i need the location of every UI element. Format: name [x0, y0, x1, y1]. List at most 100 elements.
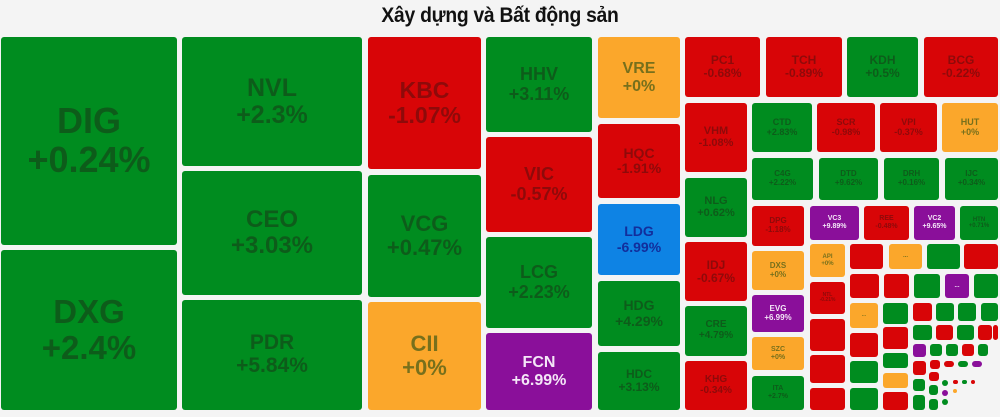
tile-small[interactable]: [942, 399, 948, 405]
tile-hut[interactable]: HUT +0%: [942, 103, 998, 152]
tile-small[interactable]: [962, 344, 974, 356]
tile-bcg[interactable]: BCG -0.22%: [924, 37, 998, 97]
tile-small[interactable]: [913, 379, 925, 391]
tile-small[interactable]: [964, 244, 998, 269]
tile-lcg[interactable]: LCG +2.23%: [486, 237, 592, 328]
tile-small[interactable]: [927, 244, 960, 269]
tile-small[interactable]: ...: [945, 274, 969, 298]
tile-szc[interactable]: SZC +0%: [752, 337, 804, 370]
tile-hdg[interactable]: HDG +4.29%: [598, 281, 680, 346]
tile-small[interactable]: [972, 361, 982, 367]
tile-small[interactable]: [946, 344, 958, 356]
tile-dxg[interactable]: DXG +2.4%: [1, 250, 177, 410]
tile-idj[interactable]: IDJ -0.67%: [685, 242, 747, 301]
tile-ijc[interactable]: IJC +0.34%: [945, 158, 998, 200]
tile-small[interactable]: [930, 344, 942, 356]
tile-small[interactable]: [929, 385, 938, 395]
tile-nlg[interactable]: NLG +0.62%: [685, 178, 747, 237]
tile-small[interactable]: [850, 244, 883, 269]
change: +2.22%: [768, 178, 797, 187]
tile-small[interactable]: [962, 380, 967, 384]
tile-vpi[interactable]: VPI -0.37%: [880, 103, 937, 152]
change: -0.21%: [819, 297, 836, 303]
tile-dpg[interactable]: DPG -1.18%: [752, 206, 804, 246]
tile-dtd[interactable]: DTD +9.62%: [819, 158, 878, 200]
tile-c4g[interactable]: C4G +2.22%: [752, 158, 813, 200]
tile-vic[interactable]: VIC -0.57%: [486, 137, 592, 232]
tile-small[interactable]: [913, 344, 926, 357]
tile-small[interactable]: [957, 325, 974, 340]
tile-small[interactable]: [953, 389, 957, 393]
tile-small[interactable]: [883, 392, 908, 410]
tile-small[interactable]: [850, 361, 878, 383]
tile-small[interactable]: [929, 372, 939, 381]
tile-small[interactable]: [944, 361, 954, 367]
tile-cii[interactable]: CII +0%: [368, 302, 481, 410]
tile-small-red-3[interactable]: [810, 388, 845, 410]
tile-vre[interactable]: VRE +0%: [598, 37, 680, 118]
tile-small[interactable]: [913, 325, 932, 340]
tile-evg[interactable]: EVG +6.99%: [752, 295, 804, 332]
tile-ldg[interactable]: LDG -6.99%: [598, 204, 680, 275]
tile-small[interactable]: [883, 327, 908, 349]
tile-small[interactable]: [958, 303, 976, 321]
tile-small[interactable]: [930, 360, 940, 369]
tile-drh[interactable]: DRH +0.16%: [884, 158, 939, 200]
tile-small[interactable]: [974, 274, 998, 298]
tile-ntl[interactable]: NTL -0.21%: [810, 282, 845, 314]
tile-ctd[interactable]: CTD +2.83%: [752, 103, 812, 152]
tile-dig[interactable]: DIG +0.24%: [1, 37, 177, 245]
tile-ita[interactable]: ITA +2.7%: [752, 376, 804, 410]
tile-small-red-1[interactable]: [810, 319, 845, 351]
tile-ree[interactable]: REE -0.48%: [864, 206, 909, 240]
tile-vcg[interactable]: VCG +0.47%: [368, 175, 481, 297]
tile-scr[interactable]: SCR -0.98%: [817, 103, 875, 152]
tile-small[interactable]: [883, 353, 908, 368]
tile-kbc[interactable]: KBC -1.07%: [368, 37, 481, 169]
tile-small[interactable]: [913, 395, 925, 410]
tile-vc3[interactable]: VC3 +9.89%: [810, 206, 859, 240]
tile-small[interactable]: [971, 380, 975, 384]
tile-khg[interactable]: KHG -0.34%: [685, 361, 747, 410]
tile-small[interactable]: [913, 303, 932, 321]
tile-small[interactable]: [850, 274, 879, 298]
tile-vhm[interactable]: VHM -1.08%: [685, 103, 747, 172]
tile-small[interactable]: ...: [889, 244, 922, 269]
tile-small[interactable]: [883, 373, 908, 388]
ticker: C4G: [774, 169, 791, 179]
tile-small[interactable]: [942, 380, 948, 386]
tile-kdh[interactable]: KDH +0.5%: [847, 37, 918, 97]
tile-small[interactable]: [978, 325, 992, 340]
tile-small[interactable]: [914, 274, 940, 298]
tile-small-red-2[interactable]: [810, 355, 845, 383]
tile-cre[interactable]: CRE +4.79%: [685, 306, 747, 356]
tile-small[interactable]: [981, 303, 998, 321]
tile-ceo[interactable]: CEO +3.03%: [182, 171, 362, 295]
tile-vc2[interactable]: VC2 +9.65%: [914, 206, 955, 240]
tile-nvl[interactable]: NVL +2.3%: [182, 37, 362, 166]
tile-hhv[interactable]: HHV +3.11%: [486, 37, 592, 132]
tile-hqc[interactable]: HQC -1.91%: [598, 124, 680, 198]
tile-dxs[interactable]: DXS +0%: [752, 251, 804, 290]
tile-small[interactable]: [953, 380, 958, 384]
tile-small[interactable]: ...: [850, 303, 878, 328]
tile-pdr[interactable]: PDR +5.84%: [182, 300, 362, 410]
tile-small[interactable]: [850, 388, 878, 410]
tile-small[interactable]: [936, 303, 954, 321]
tile-fcn[interactable]: FCN +6.99%: [486, 333, 592, 410]
tile-small[interactable]: [913, 361, 926, 375]
tile-small[interactable]: [929, 399, 938, 410]
tile-api[interactable]: API +0%: [810, 244, 845, 277]
tile-small[interactable]: [958, 361, 968, 367]
tile-small[interactable]: [936, 325, 953, 340]
tile-small[interactable]: [978, 344, 988, 356]
tile-small[interactable]: [884, 274, 909, 298]
tile-hdc[interactable]: HDC +3.13%: [598, 352, 680, 410]
tile-small[interactable]: [993, 325, 998, 340]
tile-small[interactable]: [942, 390, 948, 396]
tile-tch[interactable]: TCH -0.89%: [766, 37, 842, 97]
tile-small[interactable]: [850, 333, 878, 357]
tile-pc1[interactable]: PC1 -0.68%: [685, 37, 760, 97]
tile-htn[interactable]: HTN +0.71%: [960, 206, 998, 240]
tile-small[interactable]: [883, 303, 908, 324]
